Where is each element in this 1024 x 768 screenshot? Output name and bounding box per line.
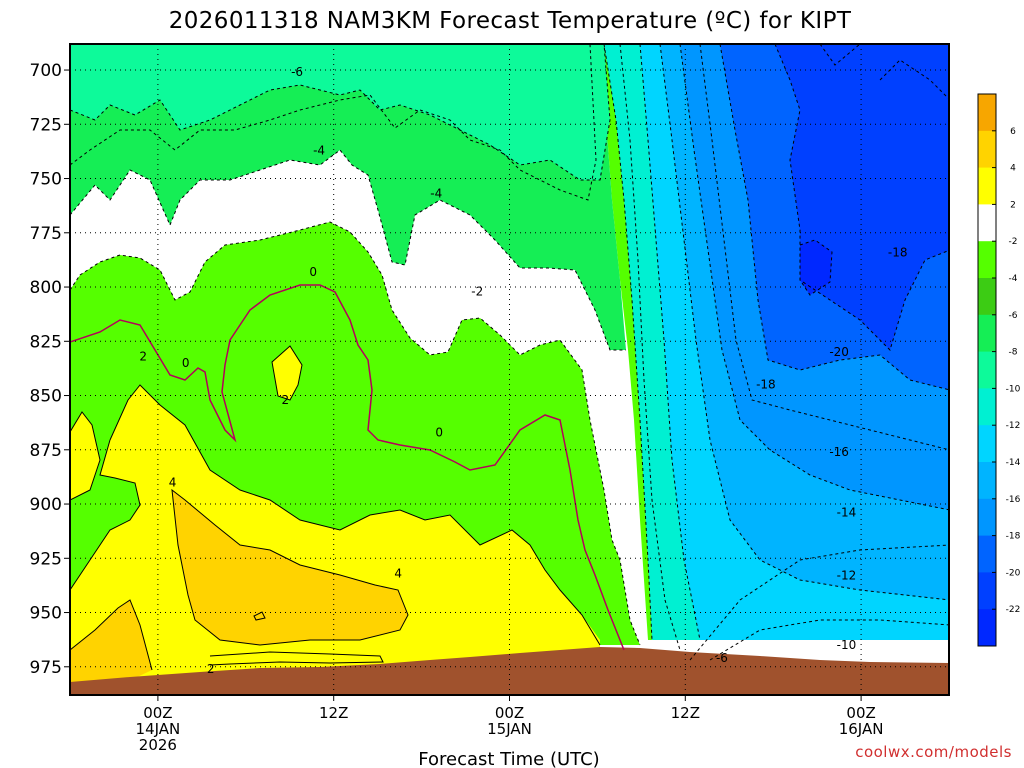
contour-label: -10: [837, 638, 857, 652]
colorbar-label: -22: [1006, 605, 1021, 615]
contour-label: -6: [716, 651, 728, 665]
contour-label: -18: [888, 245, 908, 259]
band-2-to-4-blob: [272, 346, 302, 400]
contour-label: -4: [430, 187, 442, 201]
colorbar-label: -6: [1009, 311, 1018, 321]
terrain: [70, 647, 949, 695]
contour-label: 4: [394, 566, 402, 580]
x-axis-label: Forecast Time (UTC): [418, 749, 599, 768]
colorbar-label: -14: [1006, 458, 1021, 468]
y-tick-label: 775: [30, 224, 62, 244]
y-tick-label: 925: [30, 549, 62, 569]
credit-link[interactable]: coolwx.com/models: [855, 743, 1012, 761]
colorbar-label: -20: [1006, 568, 1021, 578]
colorbar-swatch: [978, 167, 996, 205]
colorbar-swatch: [978, 462, 996, 500]
colorbar-swatch: [978, 241, 996, 279]
band-colder-than-minus22: [800, 240, 832, 295]
contour-label: -16: [829, 445, 849, 459]
contour-label: -20: [829, 345, 849, 359]
band-4-to-6-left: [70, 600, 152, 690]
colorbar-swatch: [978, 130, 996, 169]
x-tick-label: 00Z: [495, 704, 524, 722]
contour-label: 2: [139, 349, 147, 363]
colorbar-label: -18: [1006, 532, 1021, 542]
x-tick-label: 2026: [139, 736, 177, 754]
zero-isotherm: [70, 284, 625, 651]
colorbar-label: -8: [1009, 348, 1018, 358]
x-tick-label: 00Z: [143, 704, 172, 722]
colorbar-swatch: [978, 572, 996, 610]
colorbar-label: 6: [1010, 127, 1016, 137]
y-tick-label: 850: [30, 387, 62, 407]
colorbar-label: 4: [1010, 164, 1016, 174]
contour-label: 0: [182, 356, 190, 370]
colorbar-label: -2: [1009, 237, 1018, 247]
contour-label: -4: [313, 143, 325, 157]
colorbar-frame: [977, 93, 997, 647]
colorbar-swatch: [978, 94, 996, 132]
contour-label: 0: [309, 265, 317, 279]
contour-label: 2: [282, 393, 290, 407]
y-tick-label: 875: [30, 441, 62, 461]
colorbar-swatch: [978, 278, 996, 316]
colorbar-swatch: [978, 535, 996, 573]
colorbar-swatch: [978, 204, 996, 242]
colorbar-label: 2: [1010, 200, 1016, 210]
positive-isotherms: [70, 345, 601, 671]
chart-title: 2026011318 NAM3KM Forecast Temperature (…: [169, 8, 852, 34]
colorbar-swatch: [978, 498, 996, 537]
y-tick-label: 725: [30, 115, 62, 135]
negative-isotherms: [70, 44, 949, 661]
colorbar-label: -4: [1009, 274, 1018, 284]
band-4-to-6: [172, 490, 408, 645]
grid-lines: [70, 44, 949, 695]
x-tick-label: 15JAN: [487, 720, 532, 738]
y-tick-label: 900: [30, 495, 62, 515]
colorbar-swatch: [978, 609, 996, 647]
y-tick-label: 950: [30, 604, 62, 624]
y-tick-label: 800: [30, 278, 62, 298]
band-minus8-to-minus10: [70, 44, 610, 180]
colorbar-label: -12: [1006, 421, 1021, 431]
band-2-to-4-left: [70, 412, 100, 500]
colorbar-swatch: [978, 351, 996, 389]
x-tick-label: 14JAN: [136, 720, 181, 738]
colorbar-label: -10: [1006, 384, 1021, 394]
contour-label: 2: [207, 662, 215, 676]
contour-label: -6: [291, 65, 303, 79]
contour-label: -14: [837, 506, 857, 520]
colorbar-label: -16: [1006, 495, 1021, 505]
y-tick-label: 975: [30, 658, 62, 678]
x-tick-label: 12Z: [319, 704, 348, 722]
x-tick-label: 00Z: [846, 704, 875, 722]
contour-label: 4: [169, 475, 177, 489]
colorbar-swatch: [978, 314, 996, 353]
colorbar: 6 4 2 -2 -4 -6 -8 -10 -12 -14 -16 -18 -20 -22: [977, 93, 1021, 647]
y-tick-label: 825: [30, 332, 62, 352]
contour-label: -12: [837, 569, 857, 583]
x-tick-label: 12Z: [671, 704, 700, 722]
contour-label: -18: [756, 378, 776, 392]
colorbar-swatch: [978, 425, 996, 463]
y-axis: 700 725 750 775 800 825 850 875 900 925 950 975: [30, 61, 70, 678]
y-tick-label: 700: [30, 61, 62, 81]
colorbar-swatch: [978, 388, 996, 426]
x-tick-label: 16JAN: [839, 720, 884, 738]
y-tick-label: 750: [30, 170, 62, 190]
contour-label: 0: [435, 425, 443, 439]
contour-label: -2: [471, 284, 483, 298]
